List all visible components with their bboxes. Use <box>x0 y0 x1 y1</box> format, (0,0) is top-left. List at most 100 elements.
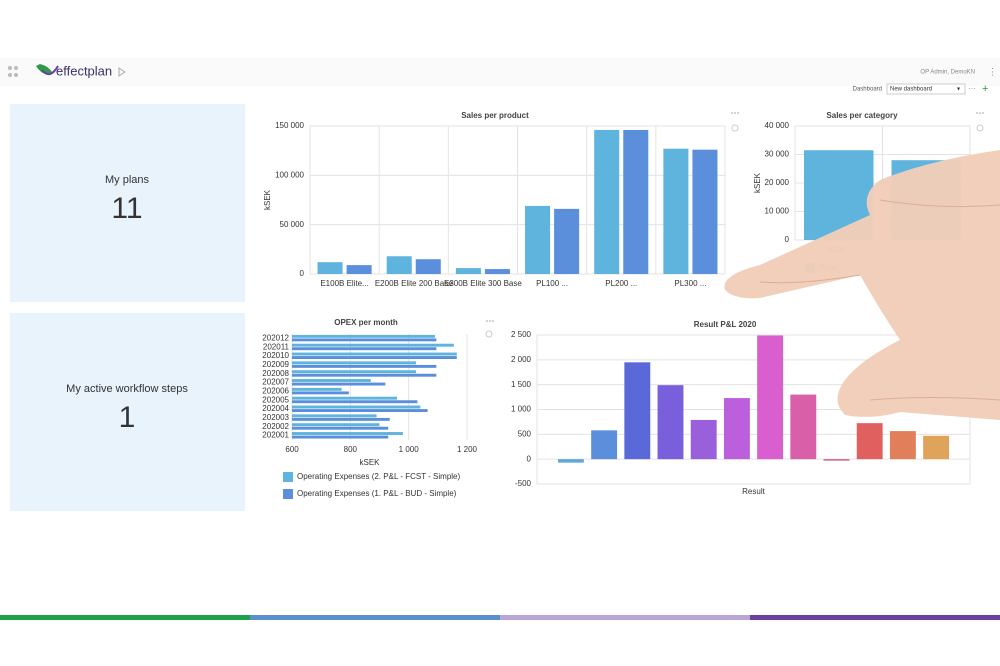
legend-swatch[interactable] <box>805 263 815 273</box>
y-tick-label: 1 000 <box>511 405 532 414</box>
y-tick-label: 150 000 <box>275 121 304 130</box>
bar <box>891 160 961 240</box>
bar <box>923 435 950 460</box>
more-icon[interactable]: ··· <box>976 107 985 117</box>
bar <box>292 423 380 427</box>
bar <box>415 259 441 274</box>
logo-mark-2 <box>41 65 59 76</box>
x-tick-label: 800 <box>344 445 358 454</box>
y-tick-label: 2 000 <box>511 355 532 364</box>
bar <box>292 400 418 404</box>
legend-label: Operating Expenses (2. P&L - FCST - Simp… <box>297 472 461 481</box>
tile-label: My active workflow steps <box>66 383 188 395</box>
logo-mark <box>36 64 52 74</box>
y-tick-label: 40 000 <box>765 121 790 130</box>
bar <box>292 396 397 400</box>
bar <box>292 435 389 439</box>
x-tick-label: 3010... <box>827 245 851 254</box>
bar <box>292 361 416 365</box>
bar <box>484 269 510 274</box>
bar <box>292 426 389 430</box>
tile[interactable] <box>10 313 245 511</box>
bar <box>292 364 437 368</box>
more-icon[interactable]: ··· <box>731 107 740 117</box>
x-tick-label: PL300 ... <box>674 279 706 288</box>
menu-icon[interactable]: ⋮ <box>988 66 997 76</box>
bar <box>292 417 390 421</box>
y-axis-label: kSEK <box>263 189 272 210</box>
bar <box>292 352 457 356</box>
bar <box>292 347 437 351</box>
tile-value: 1 <box>119 401 136 434</box>
y-tick-label: -500 <box>515 479 532 488</box>
y-tick-label: 202007 <box>262 378 289 387</box>
chart-title: Sales per product <box>461 111 529 120</box>
bar <box>292 370 416 374</box>
bar <box>624 362 651 460</box>
bar <box>525 205 551 274</box>
y-tick-label: 202001 <box>262 431 289 440</box>
bar <box>292 334 435 338</box>
y-tick-label: 202006 <box>262 387 289 396</box>
dashboard-select[interactable] <box>886 83 966 95</box>
y-tick-label: 1 500 <box>511 380 532 389</box>
y-tick-label: 202012 <box>262 334 289 343</box>
bar <box>823 459 850 461</box>
more-icon[interactable]: ··· <box>968 84 976 93</box>
more-icon[interactable]: ··· <box>486 315 495 325</box>
bar <box>856 423 883 460</box>
logo: effectplan <box>56 63 112 78</box>
tile-label: My plans <box>105 174 150 186</box>
y-tick-label: 202010 <box>262 351 289 360</box>
y-tick-label: 202002 <box>262 422 289 431</box>
legend-swatch[interactable] <box>283 472 293 482</box>
bar <box>594 129 620 274</box>
bar <box>346 265 372 274</box>
dashboard-label: Dashboard <box>853 87 882 93</box>
footer-strip <box>750 615 1000 620</box>
y-tick-label: 202011 <box>263 342 290 351</box>
user[interactable]: OP Admin, DemoKN <box>920 70 975 76</box>
y-tick-label: 0 <box>527 454 532 463</box>
legend-swatch[interactable] <box>283 489 293 499</box>
bar <box>292 432 403 435</box>
x-tick-label: 1 200 <box>457 445 478 454</box>
x-tick-label: 600 <box>285 445 299 454</box>
y-tick-label: 30 000 <box>765 150 790 159</box>
bar <box>591 430 618 460</box>
bar <box>292 414 377 418</box>
add-icon[interactable]: + <box>982 83 988 95</box>
bar <box>292 382 386 386</box>
y-tick-label: 202005 <box>262 395 289 404</box>
x-tick-label: E200B Elite 200 Base <box>375 279 453 288</box>
y-tick-label: 202004 <box>262 404 289 413</box>
bar <box>292 338 437 342</box>
y-tick-label: 0 <box>785 235 790 244</box>
footer-strip <box>500 615 750 620</box>
y-tick-label: 20 000 <box>765 178 790 187</box>
legend-label: Operating Expenses (1. P&L - BUD - Simpl… <box>297 489 457 498</box>
legend-label: Total <box>819 263 836 272</box>
tile[interactable] <box>10 104 245 302</box>
top-bar <box>0 58 1000 86</box>
bar <box>557 459 584 463</box>
y-tick-label: 202008 <box>262 369 289 378</box>
y-tick-label: 500 <box>518 429 532 438</box>
bar <box>292 373 437 377</box>
y-tick-label: 202009 <box>262 360 289 369</box>
chart-title: OPEX per month <box>334 318 398 327</box>
select-arrow: ▾ <box>957 87 960 93</box>
x-tick-label: PL100 ... <box>536 279 568 288</box>
bar <box>757 335 784 460</box>
y-axis-label: kSEK <box>753 172 762 193</box>
apps-icon[interactable] <box>8 66 18 77</box>
footer-strip <box>0 615 250 620</box>
y-tick-label: 10 000 <box>765 207 790 216</box>
play-icon[interactable] <box>118 67 126 77</box>
bar <box>292 391 349 395</box>
bar <box>292 405 421 409</box>
bar <box>292 409 428 413</box>
bar <box>657 385 684 460</box>
x-tick-label: E100B Elite... <box>320 279 368 288</box>
